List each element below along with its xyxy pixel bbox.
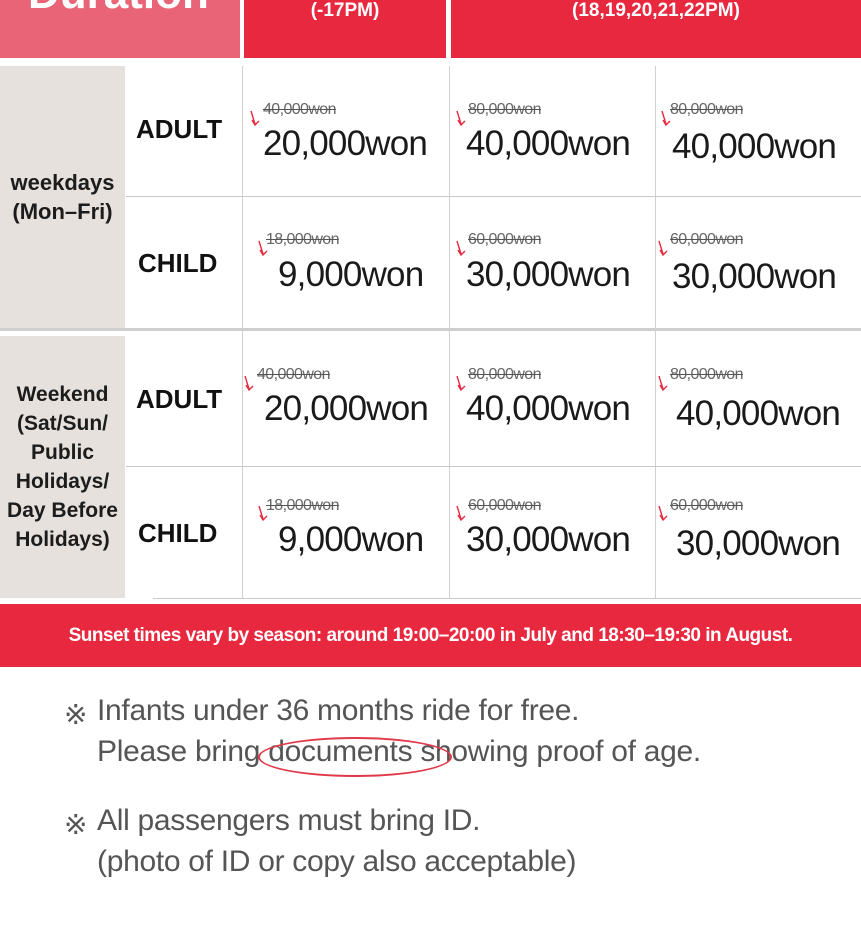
group-weekend-line: (Sat/Sun/ bbox=[16, 412, 108, 435]
column-divider bbox=[242, 66, 243, 598]
passenger-type-adult: ADULT bbox=[136, 114, 223, 144]
original-price: 18,000won bbox=[266, 231, 339, 248]
discounted-price: 40,000won bbox=[672, 127, 837, 166]
group-weekdays: weekdays (Mon–Fri) bbox=[0, 66, 125, 328]
discount-arrow-icon bbox=[250, 110, 260, 127]
group-weekend-line: Day Before bbox=[7, 499, 118, 522]
passenger-type-child: CHILD bbox=[138, 248, 218, 278]
row-divider bbox=[126, 196, 861, 197]
column-divider bbox=[449, 66, 450, 598]
original-price: 60,000won bbox=[670, 231, 743, 248]
group-weekend-line: Public bbox=[30, 441, 94, 464]
discounted-price: 30,000won bbox=[672, 257, 837, 296]
row-divider bbox=[153, 598, 861, 599]
group-weekend-line: Holidays/ bbox=[15, 470, 110, 493]
row-divider bbox=[126, 466, 861, 467]
sunset-banner: Sunset times vary by season: around 19:0… bbox=[0, 604, 861, 667]
header-duration-cell: Duration bbox=[0, 0, 240, 58]
header-daytime-cell: (-17PM) bbox=[244, 0, 446, 58]
original-price: 80,000won bbox=[468, 366, 541, 383]
original-price: 60,000won bbox=[670, 497, 743, 514]
header-duration-label: Duration bbox=[28, 0, 209, 16]
discounted-price: 9,000won bbox=[278, 255, 424, 294]
discount-arrow-icon bbox=[258, 505, 268, 522]
discounted-price: 20,000won bbox=[264, 389, 429, 428]
circled-word: documents bbox=[258, 735, 453, 777]
note-infants-line2-pre: Please bring bbox=[97, 735, 269, 768]
discount-arrow-icon bbox=[244, 375, 254, 392]
discounted-price: 20,000won bbox=[263, 124, 428, 163]
note-infants-line2-post: showing proof of age. bbox=[412, 735, 701, 768]
original-price: 80,000won bbox=[670, 366, 743, 383]
discount-arrow-icon bbox=[661, 110, 671, 127]
original-price: 40,000won bbox=[263, 101, 336, 118]
discounted-price: 40,000won bbox=[676, 394, 841, 433]
discount-arrow-icon bbox=[658, 375, 668, 392]
passenger-type-adult: ADULT bbox=[136, 384, 223, 414]
group-weekend: Weekend (Sat/Sun/ Public Holidays/ Day B… bbox=[0, 336, 125, 598]
discount-arrow-icon bbox=[456, 375, 466, 392]
discounted-price: 30,000won bbox=[466, 255, 631, 294]
discount-arrow-icon bbox=[456, 240, 466, 257]
note-mark-icon: ※ bbox=[64, 809, 88, 840]
original-price: 18,000won bbox=[266, 497, 339, 514]
discount-arrow-icon bbox=[658, 240, 668, 257]
original-price: 80,000won bbox=[670, 101, 743, 118]
header-evening-label: (18,19,20,21,22PM) bbox=[572, 0, 740, 21]
discount-arrow-icon bbox=[456, 110, 466, 127]
original-price: 80,000won bbox=[468, 101, 541, 118]
original-price: 60,000won bbox=[468, 231, 541, 248]
note-mark-icon: ※ bbox=[64, 699, 88, 730]
sunset-banner-text: Sunset times vary by season: around 19:0… bbox=[68, 624, 793, 646]
discounted-price: 30,000won bbox=[466, 520, 631, 559]
group-weekend-line: Holidays) bbox=[15, 528, 110, 551]
group-weekdays-label: weekdays (Mon–Fri) bbox=[10, 170, 115, 224]
discounted-price: 40,000won bbox=[466, 124, 631, 163]
highlight-circle bbox=[258, 737, 453, 777]
note-id-line1: All passengers must bring ID. bbox=[97, 804, 481, 837]
note-id-line2: (photo of ID or copy also acceptable) bbox=[97, 845, 577, 878]
discounted-price: 30,000won bbox=[676, 524, 841, 563]
discount-arrow-icon bbox=[258, 240, 268, 257]
discounted-price: 40,000won bbox=[466, 389, 631, 428]
group-weekend-line: Weekend bbox=[16, 383, 109, 406]
passenger-type-child: CHILD bbox=[138, 518, 218, 548]
original-price: 60,000won bbox=[468, 497, 541, 514]
group-divider bbox=[0, 328, 861, 331]
header-evening-cell: (18,19,20,21,22PM) bbox=[451, 0, 861, 58]
discount-arrow-icon bbox=[456, 505, 466, 522]
original-price: 40,000won bbox=[257, 366, 330, 383]
discounted-price: 9,000won bbox=[278, 520, 424, 559]
header-daytime-label: (-17PM) bbox=[310, 0, 380, 21]
note-infants-line2: Please bring documents showing proof of … bbox=[97, 735, 701, 777]
discount-arrow-icon bbox=[658, 505, 668, 522]
note-infants-line1: Infants under 36 months ride for free. bbox=[97, 694, 580, 727]
column-divider bbox=[655, 66, 656, 598]
